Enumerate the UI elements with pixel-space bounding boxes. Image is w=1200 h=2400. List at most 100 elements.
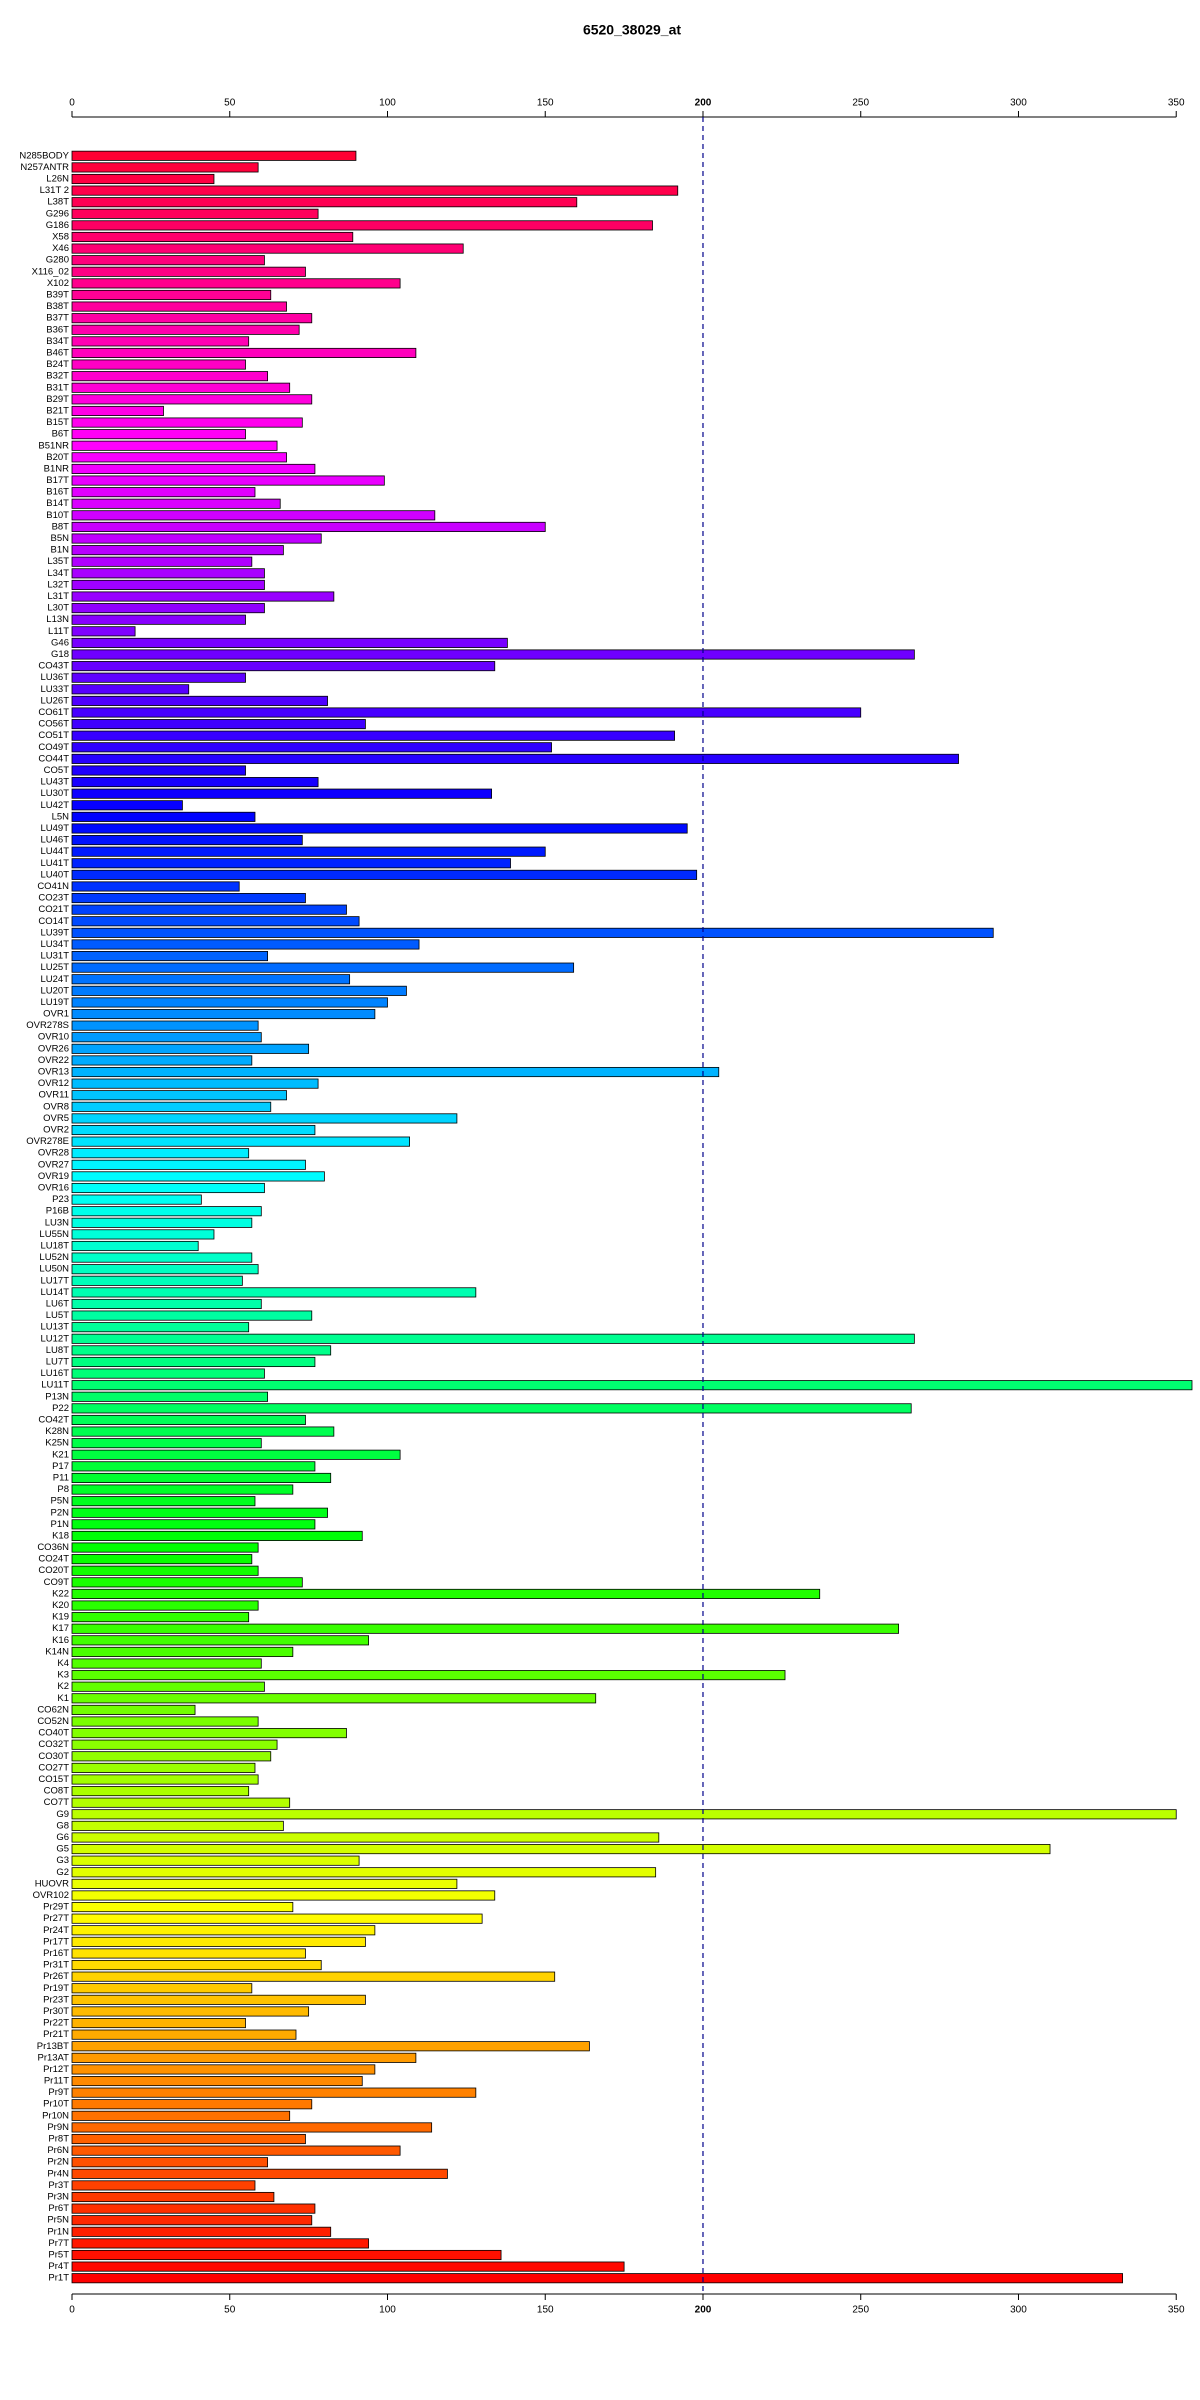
bar: [71, 1902, 294, 1913]
bar: [71, 2191, 275, 2203]
y-tick-label: LU34T: [40, 939, 69, 950]
bar: [71, 1670, 786, 1681]
y-tick-label: K3: [57, 1670, 69, 1681]
y-tick-label: CO24T: [38, 1554, 69, 1565]
bar: [71, 1565, 259, 1576]
y-tick-label: G46: [51, 637, 69, 648]
y-tick-label: P8: [57, 1484, 69, 1495]
y-tick-label: B5N: [51, 533, 70, 544]
y-tick-label: Pr3T: [48, 2180, 69, 2191]
y-tick-label: L31T: [47, 591, 69, 602]
y-tick-label: K20: [52, 1600, 69, 1611]
bar: [71, 1925, 376, 1936]
bar: [71, 1391, 269, 1402]
y-tick-label: OVR11: [39, 1090, 69, 1101]
bar: [71, 336, 250, 347]
bar: [71, 1519, 316, 1530]
y-tick-label: LU55N: [39, 1229, 69, 1240]
bar: [71, 359, 246, 370]
y-tick-label: CO20T: [38, 1565, 69, 1576]
y-tick-label: Pr13AT: [37, 2052, 69, 2063]
bar: [71, 835, 303, 846]
bar: [71, 417, 303, 428]
y-tick-label: K17: [52, 1623, 69, 1634]
y-tick-label: Pr4T: [48, 2261, 69, 2272]
bar: [71, 1542, 259, 1553]
x-tick-label: 200: [695, 98, 712, 109]
bar: [71, 1298, 262, 1310]
bar: [71, 173, 215, 185]
x-tick-label: 150: [537, 2305, 554, 2316]
bar: [71, 1786, 250, 1797]
bar: [71, 510, 436, 521]
bar: [71, 1252, 253, 1263]
y-tick-label: LU49T: [40, 823, 69, 834]
y-tick-label: OVR13: [38, 1067, 69, 1078]
bar: [71, 2122, 433, 2133]
y-tick-label: P17: [52, 1461, 69, 1472]
bar: [71, 939, 420, 950]
y-tick-label: G8: [56, 1820, 69, 1831]
bar: [71, 2215, 313, 2226]
bar: [71, 1275, 243, 1286]
y-tick-label: CO30T: [38, 1751, 69, 1762]
x-tick-label: 250: [852, 98, 869, 109]
y-tick-label: Pr24T: [43, 1925, 69, 1936]
y-tick-label: K21: [52, 1449, 69, 1460]
y-tick-label: Pr3N: [47, 2192, 69, 2203]
y-tick-label: Pr6N: [47, 2145, 69, 2156]
y-tick-label: Pr8T: [48, 2134, 69, 2145]
bar: [71, 2226, 332, 2237]
bar: [71, 707, 862, 718]
bar: [71, 916, 360, 927]
bar: [71, 2180, 256, 2191]
bar: [71, 1716, 259, 1727]
y-tick-label: P16B: [46, 1206, 69, 1217]
y-tick-label: L5N: [52, 811, 70, 822]
y-tick-label: K1: [57, 1693, 69, 1704]
x-tick-label: 300: [1010, 2305, 1027, 2316]
bar: [71, 603, 265, 614]
y-tick-label: P11: [53, 1472, 69, 1483]
bar: [71, 1681, 265, 1692]
bar: [71, 1066, 720, 1078]
bar: [71, 1113, 458, 1124]
y-tick-label: LU44T: [40, 846, 69, 857]
y-tick-label: LU31T: [40, 951, 69, 962]
bar: [71, 220, 653, 231]
y-tick-label: Pr5T: [48, 2250, 69, 2261]
y-tick-label: LU3N: [45, 1217, 69, 1228]
bar: [71, 1078, 319, 1089]
bar: [71, 2006, 310, 2017]
y-tick-label: Pr4N: [47, 2168, 69, 2179]
y-tick-label: LU11T: [41, 1380, 69, 1391]
bar: [71, 800, 183, 811]
y-tick-label: HUOVR: [35, 1878, 69, 1889]
y-tick-label: CO36N: [37, 1542, 69, 1553]
bar: [71, 1055, 253, 1066]
bar: [71, 1635, 369, 1646]
bar: [71, 2052, 417, 2063]
y-tick-label: B8T: [52, 521, 70, 532]
bar: [71, 487, 256, 498]
bar: [71, 1090, 287, 1101]
y-tick-label: CO14T: [38, 916, 69, 927]
bar: [71, 1380, 1193, 1391]
bar: [71, 1310, 313, 1321]
bar: [71, 1101, 272, 1112]
y-tick-label: B37T: [46, 313, 69, 324]
y-tick-label: OVR16: [38, 1183, 69, 1194]
y-tick-label: LU14T: [40, 1287, 69, 1298]
bar: [71, 1588, 821, 1599]
bar: [71, 1983, 253, 1994]
bar: [71, 927, 994, 938]
y-tick-label: LU41T: [40, 858, 69, 869]
x-tick-label: 250: [852, 2305, 869, 2316]
x-tick-label: 350: [1168, 2305, 1185, 2316]
bar: [71, 1960, 322, 1971]
bar: [71, 475, 385, 486]
x-tick-label: 100: [379, 98, 396, 109]
bar: [71, 1322, 250, 1333]
bar: [71, 985, 407, 996]
y-tick-label: B51NR: [38, 440, 69, 451]
